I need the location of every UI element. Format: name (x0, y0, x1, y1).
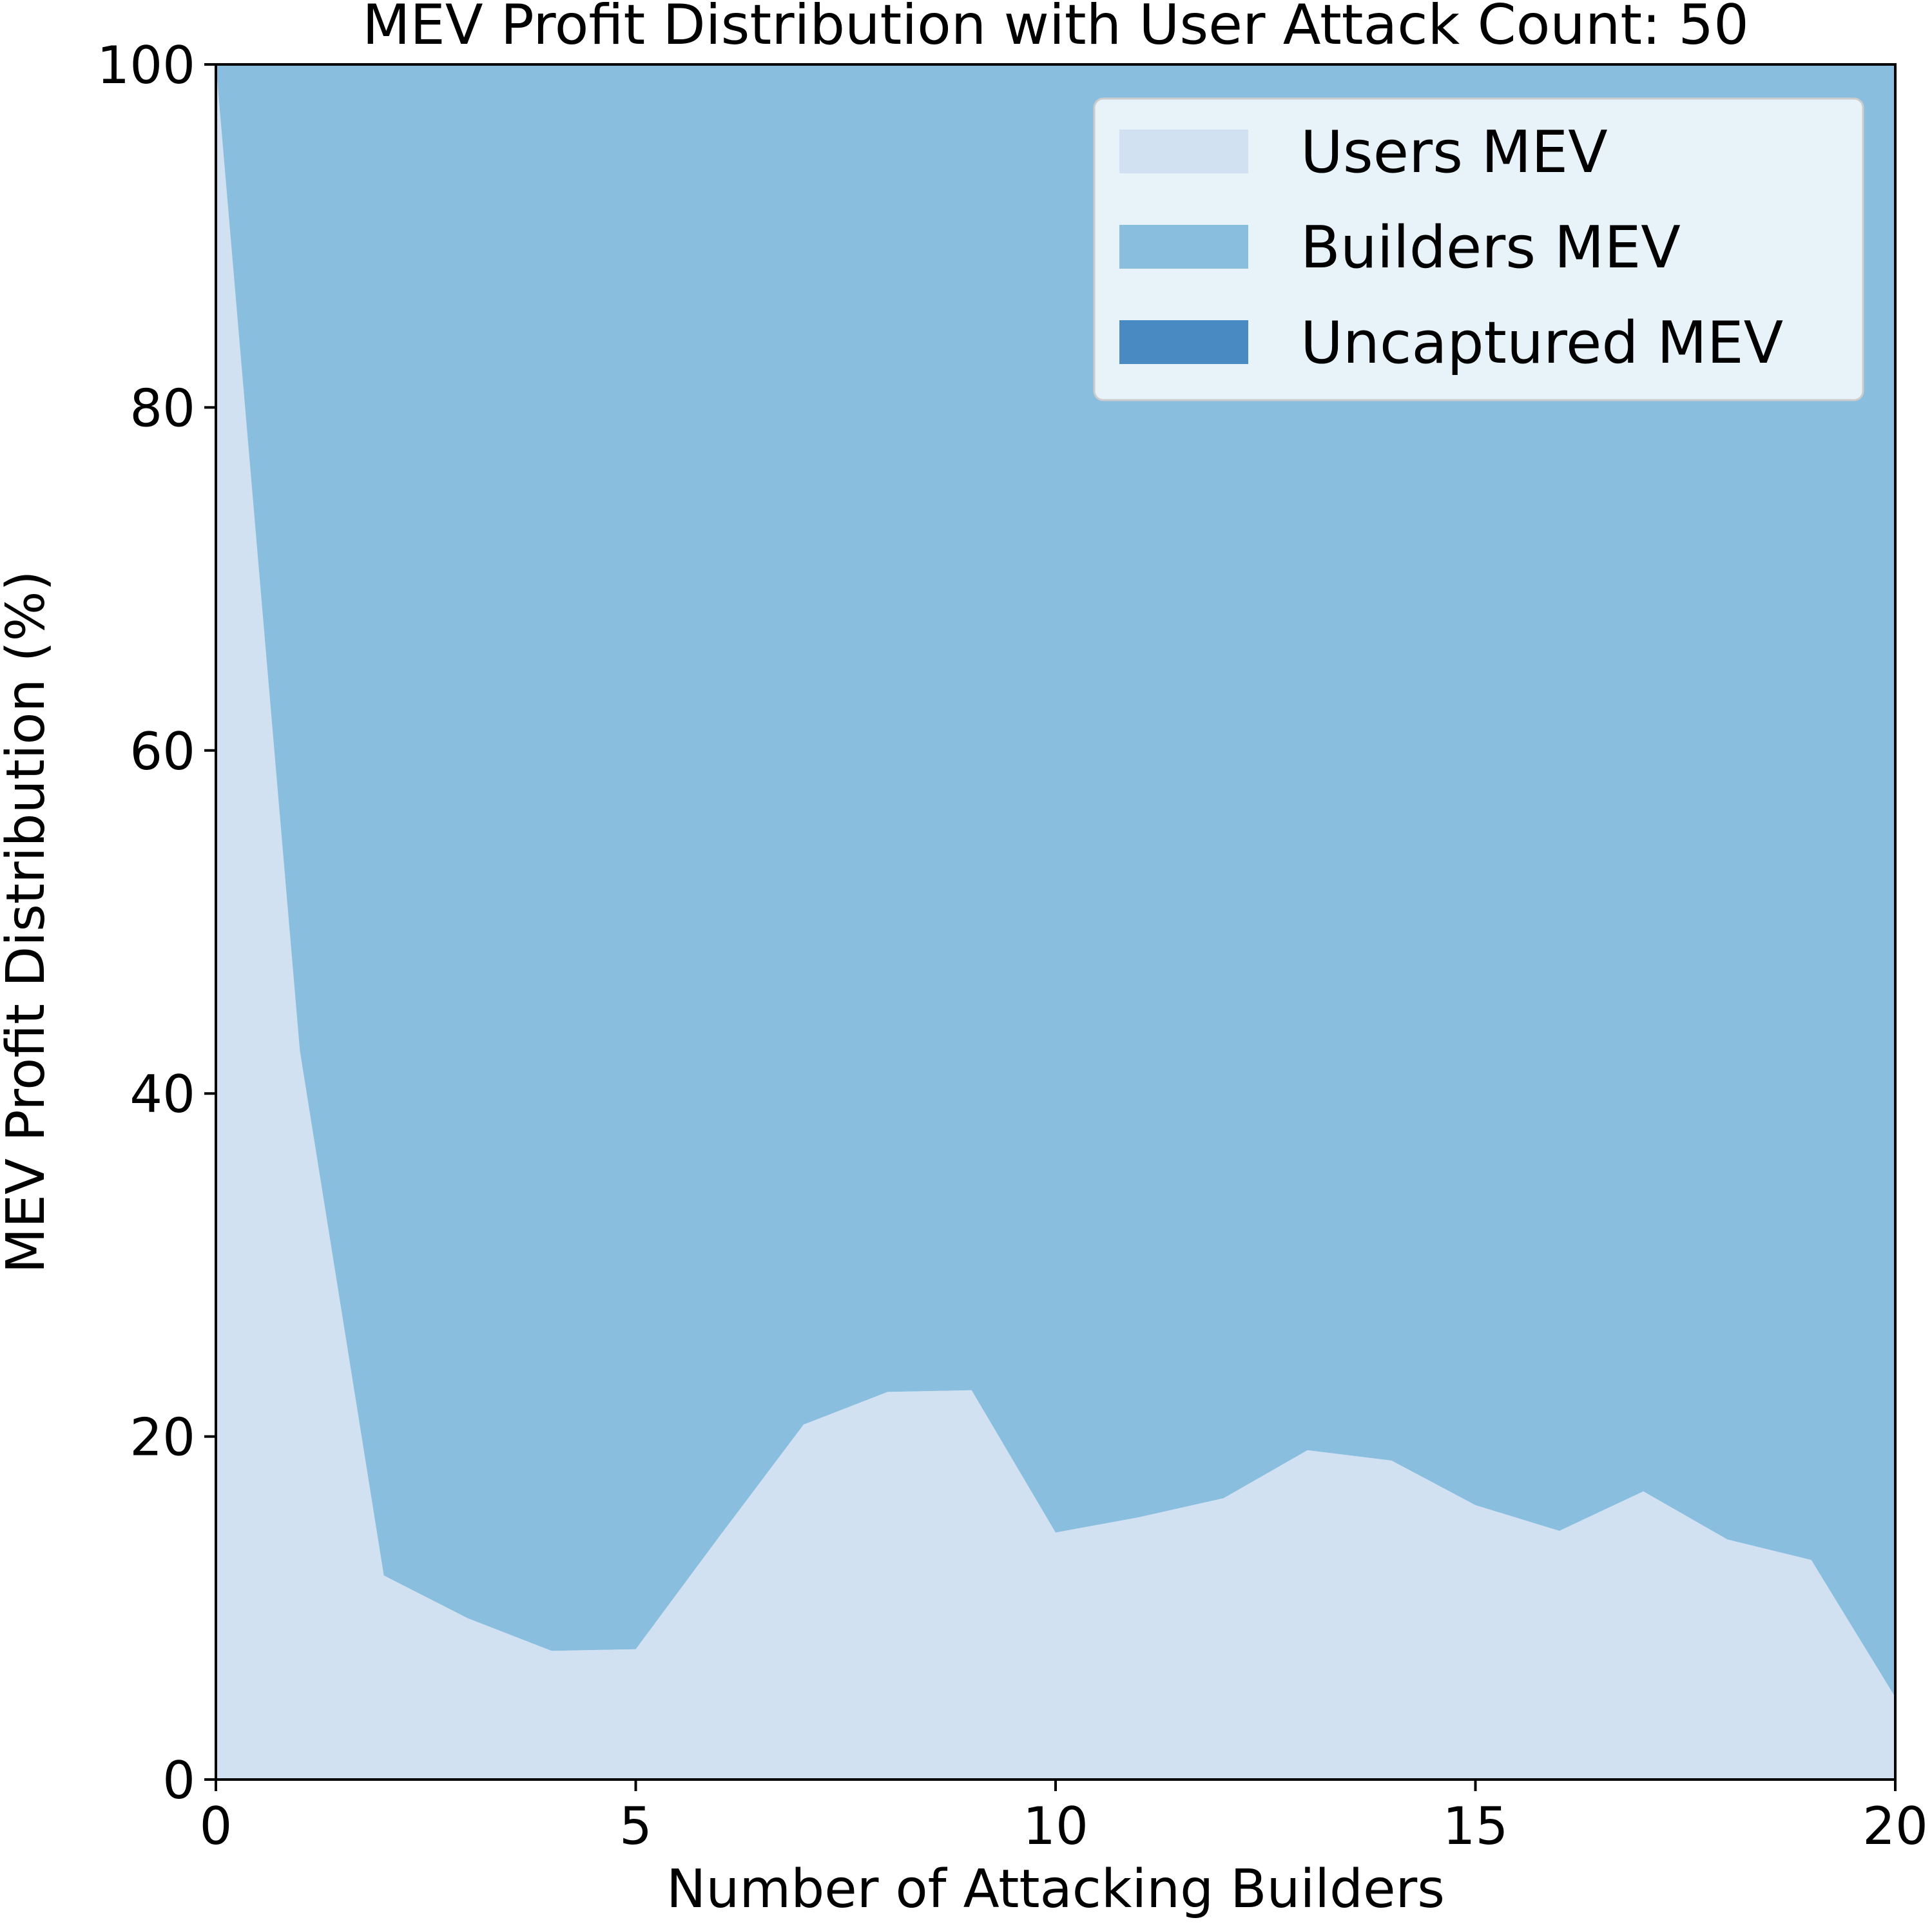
legend-swatch (1119, 225, 1248, 269)
legend-label: Uncaptured MEV (1300, 309, 1783, 377)
y-tick-label: 100 (97, 35, 195, 95)
x-tick-label: 20 (1862, 1796, 1928, 1856)
y-axis-ticks: 0 20 40 60 80 100 (97, 35, 216, 1810)
x-axis-ticks: 0 5 10 15 20 (200, 1780, 1928, 1856)
area-builders-mev (216, 64, 1895, 1698)
x-tick-label: 10 (1023, 1796, 1088, 1856)
legend-items: Users MEV Builders MEV Uncaptured MEV (1119, 119, 1783, 377)
x-axis-label: Number of Attacking Builders (666, 1859, 1445, 1920)
x-tick-label: 5 (619, 1796, 652, 1856)
y-tick-label: 60 (130, 722, 195, 782)
legend-label: Users MEV (1300, 119, 1608, 186)
x-tick-label: 15 (1443, 1796, 1509, 1856)
y-tick-label: 80 (130, 378, 195, 438)
legend-swatch (1119, 320, 1248, 364)
x-tick-label: 0 (200, 1796, 233, 1856)
chart-title: MEV Profit Distribution with User Attack… (362, 0, 1749, 57)
y-tick-label: 40 (130, 1064, 195, 1124)
stacked-areas (216, 64, 1895, 1780)
y-axis-label: MEV Profit Distribution (%) (0, 570, 57, 1273)
y-tick-label: 20 (130, 1408, 195, 1468)
legend-label: Builders MEV (1300, 214, 1681, 282)
legend-swatch (1119, 130, 1248, 173)
y-tick-label: 0 (162, 1751, 195, 1810)
legend-box (1093, 97, 1864, 401)
legend: Users MEV Builders MEV Uncaptured MEV (1093, 97, 1864, 401)
area-users-mev (216, 64, 1895, 1780)
